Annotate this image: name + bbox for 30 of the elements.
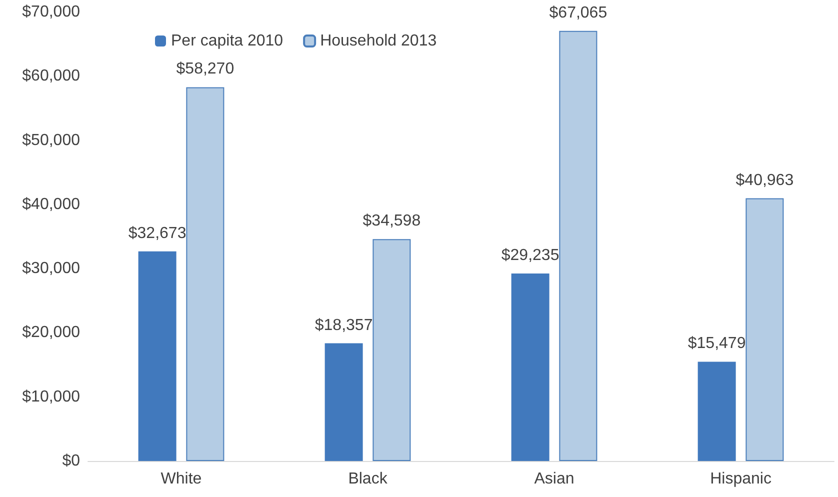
data-label: $29,235 [501,246,560,264]
x-tick-label: White [160,470,202,488]
x-tick-label: Asian [534,470,574,488]
y-tick-label: $50,000 [22,132,80,149]
y-tick-label: $20,000 [22,324,80,342]
y-tick-label: $40,000 [22,196,80,213]
y-tick-label: $30,000 [22,260,80,278]
data-label: $40,963 [736,172,794,189]
x-tick-label: Black [348,470,388,488]
legend-label: Per capita 2010 [171,32,284,50]
bar [698,362,736,461]
legend-label: Household 2013 [320,32,437,50]
data-label: $34,598 [362,212,421,230]
bar [372,239,411,461]
bar [138,251,176,461]
bar [511,273,550,461]
bar [746,198,784,461]
y-tick-label: $60,000 [22,68,80,85]
bar [559,30,598,461]
bar [186,87,224,461]
x-tick-label: Hispanic [710,470,772,488]
y-tick-label: $10,000 [22,388,80,406]
y-tick-label: $0 [62,452,80,470]
data-label: $18,357 [314,316,373,334]
bar [324,343,363,461]
data-label: $15,479 [688,335,746,352]
data-label: $32,673 [128,224,186,242]
data-label: $58,270 [176,60,234,78]
data-label: $67,065 [549,4,608,22]
y-tick-label: $70,000 [22,4,80,20]
